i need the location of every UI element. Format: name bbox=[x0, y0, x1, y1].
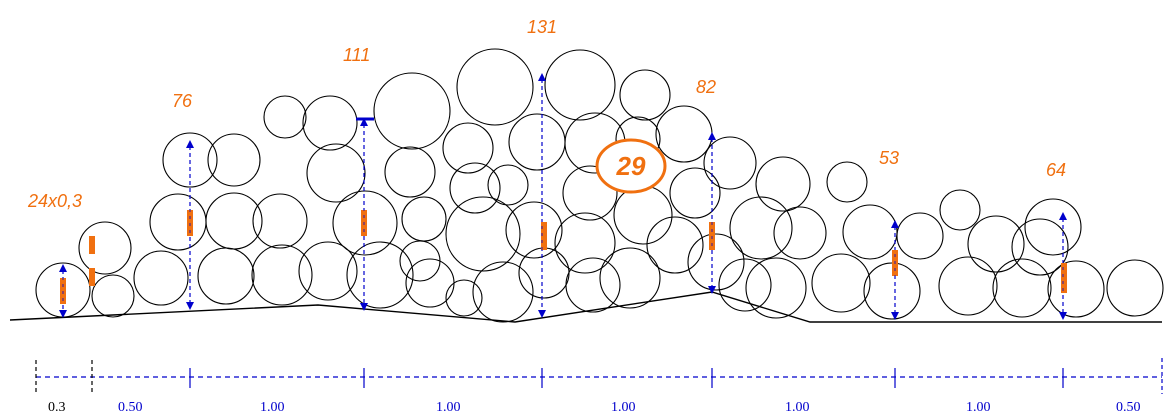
measurement-marker bbox=[89, 268, 95, 286]
log-circle bbox=[755, 156, 811, 212]
log-circle bbox=[306, 143, 366, 203]
log-circle bbox=[487, 164, 529, 206]
log-circle bbox=[207, 133, 261, 187]
log-circle bbox=[655, 105, 713, 163]
log-circle bbox=[1106, 259, 1164, 317]
spacing-label-7: 1.00 bbox=[966, 400, 991, 414]
spacing-label-1: 0.3 bbox=[48, 400, 66, 414]
arrowhead-down bbox=[59, 310, 67, 318]
log-circle bbox=[298, 241, 358, 301]
height-label-1: 24x0,3 bbox=[27, 191, 82, 211]
log-circle bbox=[992, 258, 1052, 318]
log-circle bbox=[826, 161, 868, 203]
ground-line bbox=[9, 291, 1162, 323]
arrowhead-up bbox=[891, 220, 899, 228]
log-circle bbox=[456, 48, 534, 126]
log-circle bbox=[729, 196, 793, 260]
arrowhead-down bbox=[1059, 312, 1067, 320]
log-circle bbox=[646, 216, 704, 274]
arrowhead-up bbox=[59, 264, 67, 272]
height-label-5: 82 bbox=[696, 77, 716, 97]
log-circle bbox=[263, 95, 307, 139]
log-circle bbox=[896, 212, 944, 260]
spacing-label-2: 0.50 bbox=[118, 400, 143, 414]
highlight-label: 29 bbox=[616, 151, 646, 181]
log-circle bbox=[554, 212, 616, 274]
log-circle bbox=[399, 240, 441, 282]
arrowhead-down bbox=[360, 303, 368, 311]
log-circle bbox=[669, 167, 721, 219]
log-circle bbox=[205, 192, 263, 250]
log-circle bbox=[718, 258, 772, 312]
log-circle bbox=[508, 113, 566, 171]
arrowhead-down bbox=[708, 286, 716, 294]
log-circle bbox=[938, 256, 998, 316]
arrowhead-down bbox=[891, 312, 899, 320]
log-circle bbox=[449, 162, 501, 214]
measurement-marker bbox=[89, 236, 95, 254]
measurement-marker bbox=[1061, 263, 1067, 293]
spacing-label-3: 1.00 bbox=[260, 400, 285, 414]
log-circle bbox=[505, 201, 563, 259]
log-circle bbox=[544, 49, 616, 121]
log-circles bbox=[35, 48, 1164, 323]
log-circle bbox=[562, 165, 618, 221]
log-circle bbox=[332, 190, 398, 256]
log-circle bbox=[346, 241, 414, 309]
log-circle bbox=[842, 204, 898, 260]
log-circle bbox=[91, 274, 135, 318]
log-circle bbox=[302, 95, 358, 151]
arrowhead-up bbox=[708, 132, 716, 140]
arrowhead-up bbox=[360, 118, 368, 126]
log-circle bbox=[133, 250, 189, 306]
height-label-7: 64 bbox=[1046, 160, 1066, 180]
log-circle bbox=[613, 185, 673, 245]
spacing-label-5: 1.00 bbox=[611, 400, 636, 414]
log-circle bbox=[384, 146, 436, 198]
spacing-label-8: 0.50 bbox=[1116, 400, 1141, 414]
height-label-6: 53 bbox=[879, 148, 899, 168]
log-circle bbox=[703, 136, 757, 190]
log-circle bbox=[197, 247, 255, 305]
height-label-2: 76 bbox=[172, 91, 193, 111]
log-circle bbox=[773, 206, 827, 260]
log-circle bbox=[939, 189, 981, 231]
log-circle bbox=[149, 193, 207, 251]
log-circle bbox=[811, 253, 871, 313]
log-circle bbox=[1024, 198, 1082, 256]
log-circle bbox=[565, 257, 621, 313]
log-circle bbox=[445, 196, 521, 272]
log-circle bbox=[442, 122, 494, 174]
log-circle bbox=[401, 196, 447, 242]
log-circle bbox=[967, 215, 1025, 273]
log-circle bbox=[472, 261, 534, 323]
arrowhead-up bbox=[1059, 212, 1067, 220]
arrowhead-up bbox=[538, 73, 546, 81]
log-circle bbox=[599, 247, 661, 309]
arrowhead-down bbox=[538, 310, 546, 318]
measurement-marker bbox=[541, 222, 547, 250]
height-label-3: 111 bbox=[343, 45, 370, 65]
log-circle bbox=[251, 244, 313, 306]
spacing-label-6: 1.00 bbox=[785, 400, 810, 414]
log-circle bbox=[687, 233, 745, 291]
log-circle bbox=[405, 258, 455, 308]
log-circle bbox=[745, 257, 807, 319]
arrowhead-up bbox=[186, 140, 194, 148]
log-circle bbox=[252, 193, 308, 249]
log-circle bbox=[445, 279, 483, 317]
height-label-4: 131 bbox=[527, 17, 557, 37]
highlight-ellipse bbox=[595, 138, 667, 194]
log-circle bbox=[1047, 260, 1105, 318]
arrowhead-down bbox=[186, 302, 194, 310]
log-circle bbox=[373, 72, 451, 150]
measurement-markers bbox=[60, 79, 1067, 314]
log-circle bbox=[162, 132, 218, 188]
spacing-label-4: 1.00 bbox=[436, 400, 461, 414]
log-circle bbox=[619, 69, 671, 121]
log-circle bbox=[78, 221, 132, 275]
log-circle bbox=[1011, 218, 1069, 276]
